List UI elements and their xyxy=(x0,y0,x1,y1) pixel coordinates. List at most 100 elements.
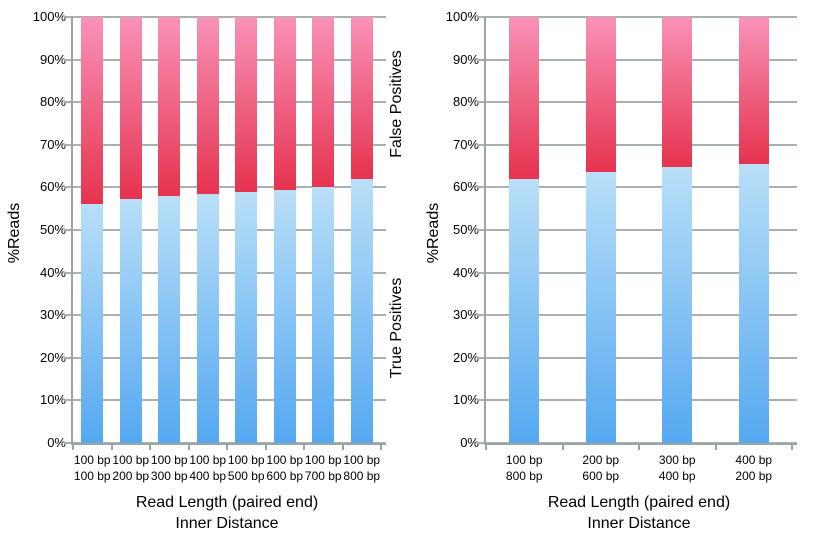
gridline-50 xyxy=(486,229,797,231)
x-category-inner-distance: 100 bp xyxy=(73,469,111,483)
x-category-read-length: 100 bp xyxy=(73,453,111,467)
y-tick-mark-50 xyxy=(477,229,486,231)
x-category-label: 100 bp 100 bp xyxy=(73,452,112,484)
x-category-label: 100 bp 800 bp xyxy=(343,452,382,484)
plot-area xyxy=(477,16,797,450)
y-tick-label: 30% xyxy=(452,307,479,323)
y-tick-label: 50% xyxy=(39,222,66,237)
y-tick-label: 20% xyxy=(39,349,66,365)
gridline-30 xyxy=(73,314,386,316)
x-tick-mark xyxy=(149,445,151,450)
x-tick-mark xyxy=(111,445,113,450)
y-tick-mark-60 xyxy=(64,186,73,188)
bar-3-true-positives xyxy=(158,195,181,443)
x-tick-mark xyxy=(342,445,344,450)
x-category-read-length: 100 bp xyxy=(112,453,150,467)
x-category-read-length: 100 bp xyxy=(150,453,188,467)
bar-2-false-positives xyxy=(119,17,142,200)
gridline-40 xyxy=(486,272,797,274)
y-tick-mark-100 xyxy=(477,16,486,18)
x-category-inner-distance: 400 bp xyxy=(658,469,696,483)
gridline-90 xyxy=(486,59,797,61)
y-axis-line xyxy=(484,17,486,445)
y-tick-mark-90 xyxy=(477,59,486,61)
y-tick-label: 100% xyxy=(32,9,66,24)
y-tick-label: 0% xyxy=(47,435,66,450)
bar-8-false-positives xyxy=(350,17,373,179)
bar-2-false-positives xyxy=(585,17,616,173)
x-tick-mark xyxy=(485,445,487,450)
x-category-label: 200 bp 600 bp xyxy=(563,452,640,484)
gridline-90 xyxy=(73,59,386,61)
y-tick-mark-30 xyxy=(64,314,73,316)
x-category-label: 100 bp 800 bp xyxy=(486,452,563,484)
bar-1-true-positives xyxy=(81,204,104,443)
x-category-inner-distance: 800 bp xyxy=(343,469,381,483)
x-tick-mark xyxy=(72,445,74,450)
gridline-10 xyxy=(486,399,797,401)
bar-4-false-positives xyxy=(196,17,219,194)
y-tick-mark-40 xyxy=(64,272,73,274)
plot-area xyxy=(64,16,386,450)
x-tick-mark xyxy=(303,445,305,450)
bar-7-true-positives xyxy=(312,186,335,443)
y-tick-label: 0% xyxy=(460,435,479,450)
x-category-inner-distance: 800 bp xyxy=(505,469,543,483)
y-tick-mark-20 xyxy=(477,357,486,359)
y-tick-label: 40% xyxy=(452,264,479,280)
bar-6-true-positives xyxy=(273,190,296,443)
x-category-read-length: 400 bp xyxy=(735,453,773,467)
bar-8-true-positives xyxy=(350,178,373,443)
gridline-80 xyxy=(73,101,386,103)
x-category-inner-distance: 500 bp xyxy=(227,469,265,483)
x-category-inner-distance: 300 bp xyxy=(150,469,188,483)
gridline-70 xyxy=(73,144,386,146)
y-tick-mark-0 xyxy=(477,442,486,444)
y-tick-mark-80 xyxy=(64,101,73,103)
gridline-20 xyxy=(486,357,797,359)
x-tick-mark xyxy=(562,445,564,450)
y-tick-label: 70% xyxy=(39,136,66,152)
y-tick-label: 80% xyxy=(39,94,66,110)
y-tick-mark-70 xyxy=(477,144,486,146)
y-tick-label: 100% xyxy=(445,9,479,24)
x-category-read-length: 100 bp xyxy=(227,453,265,467)
y-tick-label: 20% xyxy=(452,349,479,365)
bar-3-false-positives xyxy=(662,17,693,168)
y-tick-label: 60% xyxy=(452,179,479,195)
x-category-inner-distance: 200 bp xyxy=(112,469,150,483)
y-tick-label: 30% xyxy=(39,307,66,323)
x-category-inner-distance: 700 bp xyxy=(304,469,342,483)
x-tick-mark xyxy=(226,445,228,450)
x-category-inner-distance: 600 bp xyxy=(582,469,620,483)
x-axis-title-line2: Inner Distance xyxy=(587,515,691,532)
y-tick-mark-90 xyxy=(64,59,73,61)
x-category-label: 100 bp 700 bp xyxy=(304,452,343,484)
bar-5-false-positives xyxy=(235,17,258,192)
x-axis-title-line1: Read Length (paired end) xyxy=(547,494,731,511)
x-category-read-length: 200 bp xyxy=(582,453,620,467)
x-axis-title: Read Length (paired end) Inner Distance xyxy=(486,492,792,534)
bar-1-false-positives xyxy=(81,17,104,205)
y-tick-label: 40% xyxy=(39,264,66,280)
bar-1-true-positives xyxy=(509,178,540,443)
y-axis-line xyxy=(71,17,73,445)
y-tick-mark-10 xyxy=(477,399,486,401)
x-category-label: 400 bp 200 bp xyxy=(716,452,793,484)
y-tick-label: 90% xyxy=(452,51,479,67)
x-category-inner-distance: 200 bp xyxy=(735,469,773,483)
x-category-label: 300 bp 400 bp xyxy=(639,452,716,484)
y-tick-mark-60 xyxy=(477,186,486,188)
y-tick-mark-0 xyxy=(64,442,73,444)
x-tick-mark xyxy=(715,445,717,450)
gridline-50 xyxy=(73,229,386,231)
bar-5-true-positives xyxy=(235,191,258,443)
bar-4-true-positives xyxy=(738,163,769,443)
x-axis-title: Read Length (paired end) Inner Distance xyxy=(73,492,381,534)
y-tick-mark-10 xyxy=(64,399,73,401)
x-axis-line xyxy=(484,443,797,445)
x-axis-line xyxy=(71,443,386,445)
bar-2-true-positives xyxy=(585,172,616,443)
y-tick-mark-30 xyxy=(477,314,486,316)
